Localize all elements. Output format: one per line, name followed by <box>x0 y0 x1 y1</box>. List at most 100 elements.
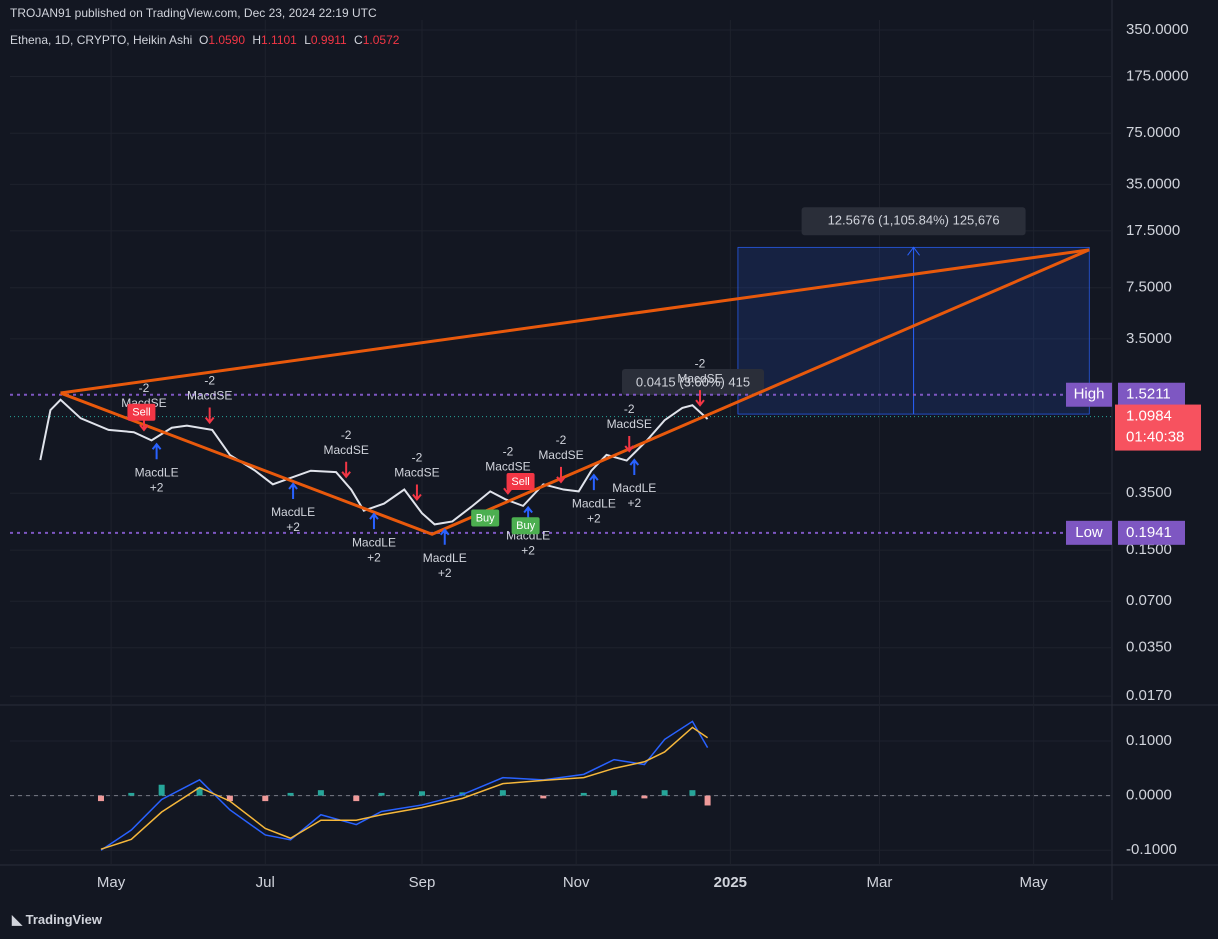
signal-arrow <box>439 528 450 545</box>
signal-qty: -2 <box>139 381 150 395</box>
signal-qty: -2 <box>204 374 215 388</box>
histogram-bar <box>317 790 324 796</box>
histogram-bar <box>353 795 360 802</box>
histogram-bar <box>262 795 269 802</box>
signal-arrow <box>624 436 635 453</box>
y-tick-label: 0.0350 <box>1126 639 1172 656</box>
signal-qty: -2 <box>503 444 514 458</box>
ohlc-label: O <box>198 33 209 47</box>
signal-label: MacdSE <box>187 389 232 403</box>
histogram-bar <box>540 795 547 799</box>
signal-qty: +2 <box>438 566 452 580</box>
publisher: TROJAN91 published on TradingView.com, D… <box>10 6 377 20</box>
signal-arrow <box>151 442 162 460</box>
brand: TradingView <box>25 912 102 927</box>
signal-qty: +2 <box>587 511 601 525</box>
ohlc-label: L <box>304 33 311 47</box>
order-box <box>506 472 535 490</box>
ohlc-label: H <box>252 33 262 47</box>
countdown: 01:40:38 <box>1126 429 1184 446</box>
signal-qty: -2 <box>412 451 423 465</box>
low-label: Low <box>1075 524 1103 541</box>
order-label: Buy <box>516 520 535 532</box>
signal-label: MacdSE <box>323 443 368 457</box>
signal-arrow <box>695 390 705 407</box>
signal-arrow <box>369 512 379 530</box>
x-tick-label: Nov <box>563 874 590 891</box>
histogram-bar <box>704 795 711 806</box>
histogram-bar <box>378 792 385 796</box>
histogram-bar <box>196 787 203 796</box>
histogram-bar <box>611 790 618 796</box>
histogram-bar <box>689 790 696 796</box>
signal-label: MacdLE <box>352 535 396 549</box>
measure-label: 12.5676 (1,105.84%) 125,676 <box>828 213 1000 228</box>
x-tick-label: 2025 <box>714 874 747 891</box>
y-tick-label: 0.3500 <box>1126 484 1172 501</box>
signal-label: MacdLE <box>135 465 179 479</box>
x-tick-label: May <box>97 874 126 891</box>
signal-qty: +2 <box>286 520 300 534</box>
high-tag <box>1066 382 1112 407</box>
signal-label: MacdSE <box>538 448 583 462</box>
high-value-box <box>1118 382 1185 407</box>
signal-label: MacdLE <box>271 505 315 519</box>
signal-arrow <box>412 484 422 502</box>
ohlc-value: 1.0590 <box>208 33 246 47</box>
low-value-box <box>1118 520 1185 545</box>
signal-label: MacdLE <box>612 481 656 495</box>
histogram-bar <box>641 795 648 799</box>
y-tick-label: 175.0000 <box>1126 67 1189 84</box>
y-tick-label: 3.5000 <box>1126 330 1172 347</box>
high-value: 1.5211 <box>1126 386 1171 403</box>
histogram-bar <box>97 795 104 802</box>
x-tick-label: Sep <box>409 874 436 891</box>
ohlc-value: 1.0572 <box>362 33 400 47</box>
symbol: Ethena, 1D, CRYPTO, Heikin Ashi <box>10 33 193 47</box>
histogram-bar <box>226 795 233 802</box>
trend-line <box>60 248 1090 395</box>
signal-arrow <box>288 482 298 500</box>
trend-line <box>60 248 1090 536</box>
measure-label: 0.0415 (3.60%) 415 <box>636 374 750 389</box>
y-tick-label: 0.0000 <box>1126 787 1172 804</box>
x-tick-label: Jul <box>256 874 275 891</box>
signal-arrow <box>629 458 640 476</box>
signal-qty: +2 <box>367 550 381 564</box>
signal-qty: +2 <box>521 544 535 558</box>
measure-arrow-head <box>907 246 920 256</box>
last-box <box>1115 404 1201 451</box>
histogram-bar <box>158 784 165 796</box>
histogram-bar <box>580 792 587 796</box>
signal-qty: -2 <box>624 402 635 416</box>
order-label: Sell <box>511 476 529 488</box>
ohlc-label: C <box>354 33 363 47</box>
measure-label-box <box>801 207 1026 236</box>
ohlc-value: 1.1101 <box>261 33 297 47</box>
signal-qty: -2 <box>341 428 352 442</box>
signal-qty: +2 <box>150 480 164 494</box>
y-tick-label: 0.1500 <box>1126 541 1172 558</box>
histogram-bar <box>128 792 135 796</box>
signal-label: MacdLE <box>423 551 467 565</box>
price-line <box>39 398 709 526</box>
order-box <box>471 509 500 527</box>
signal-label: MacdSE <box>607 417 652 431</box>
macd-line <box>100 726 709 850</box>
signal-label: MacdSE <box>485 459 530 473</box>
high-label: High <box>1074 386 1105 403</box>
histogram-bar <box>499 790 506 796</box>
signal-qty: -2 <box>556 433 567 447</box>
low-value: 0.1941 <box>1126 524 1172 541</box>
y-tick-label: 35.0000 <box>1126 175 1180 192</box>
ohlc-value: 0.9911 <box>310 33 347 47</box>
y-tick-label: 17.5000 <box>1126 222 1180 239</box>
signal-arrow <box>204 407 215 425</box>
y-tick-label: 7.5000 <box>1126 279 1172 296</box>
y-tick-label: 75.0000 <box>1126 124 1180 141</box>
y-tick-label: -0.1000 <box>1126 841 1177 858</box>
signal-label: MacdLE <box>572 496 616 510</box>
order-label: Buy <box>476 512 495 524</box>
x-tick-label: Mar <box>867 874 893 891</box>
